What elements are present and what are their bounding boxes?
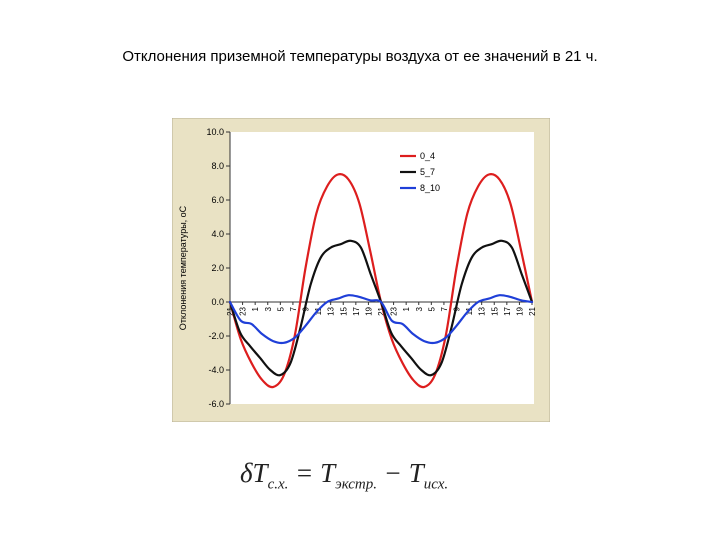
formula-term1: T — [320, 458, 336, 488]
y-axis-title: Отклонения температуры, оС — [178, 205, 188, 330]
x-tick-label: 21 — [377, 306, 386, 315]
y-tick-label: -6.0 — [208, 399, 224, 409]
x-tick-label: 13 — [327, 306, 336, 315]
formula-term2: T — [408, 458, 424, 488]
x-tick-label: 21 — [226, 306, 235, 315]
series-lines — [228, 173, 534, 389]
y-tick-label: 2.0 — [211, 263, 224, 273]
x-tick-label: 17 — [352, 306, 361, 315]
x-tick-label: 23 — [239, 306, 248, 315]
formula-equals: = — [288, 458, 321, 488]
x-tick-label: 9 — [302, 306, 311, 311]
x-tick-label: 9 — [453, 306, 462, 311]
y-tick-label: 8.0 — [211, 161, 224, 171]
x-tick-label: 23 — [390, 306, 399, 315]
x-tick-label: 19 — [515, 306, 524, 315]
chart-panel: 10.0 8.0 6.0 4.0 2.0 0.0 -2.0 -4.0 -6.0 21 23 1 3 5 7… — [171, 117, 551, 423]
x-tick-label: 21 — [528, 306, 537, 315]
x-tick-label: 15 — [490, 306, 499, 315]
legend-label-5_7: 5_7 — [420, 167, 435, 177]
formula-lhs: δT — [240, 458, 268, 488]
y-tick-label: 0.0 — [211, 297, 224, 307]
x-tick-label: 3 — [415, 306, 424, 311]
plot-area — [230, 132, 534, 404]
line-chart: 10.08.06.04.02.00.0-2.0-4.0-6.0 21 23 1 3 5 7… — [171, 117, 551, 423]
x-tick-label: 19 — [364, 306, 373, 315]
formula-lhs-sub: с.х. — [267, 476, 289, 493]
formula: δTс.х. = Tэкстр. − Tисх. — [240, 458, 448, 493]
formula-minus: − — [376, 458, 409, 488]
y-tick-label: 6.0 — [211, 195, 224, 205]
x-tick-label: 15 — [339, 306, 348, 315]
page-title: Отклонения приземной температуры воздуха… — [122, 48, 598, 65]
series-line-8_10 — [228, 294, 534, 345]
x-tick-label: 13 — [478, 306, 487, 315]
x-tick-label: 7 — [440, 306, 449, 311]
y-tick-label: -2.0 — [208, 331, 224, 341]
formula-term1-sub: экстр. — [335, 476, 377, 493]
y-tick-label: 4.0 — [211, 229, 224, 239]
y-tick-label: -4.0 — [208, 365, 224, 375]
y-tick-label: 10.0 — [206, 127, 224, 137]
x-tick-label: 1 — [402, 306, 411, 311]
y-axis: 10.0 8.0 6.0 4.0 2.0 0.0 -2.0 -4.0 -6.0 — [206, 127, 231, 409]
x-tick-label: 7 — [289, 306, 298, 311]
x-tick-label: 1 — [251, 306, 260, 311]
formula-term2-sub: исх. — [423, 476, 449, 493]
x-tick-label: 17 — [503, 306, 512, 315]
legend: 0_4 5_7 8_10 — [400, 151, 440, 193]
x-tick-label: 5 — [276, 306, 285, 311]
legend-label-8_10: 8_10 — [420, 183, 440, 193]
x-tick-label: 5 — [427, 306, 436, 311]
x-tick-label: 3 — [264, 306, 273, 311]
legend-label-0_4: 0_4 — [420, 151, 435, 161]
